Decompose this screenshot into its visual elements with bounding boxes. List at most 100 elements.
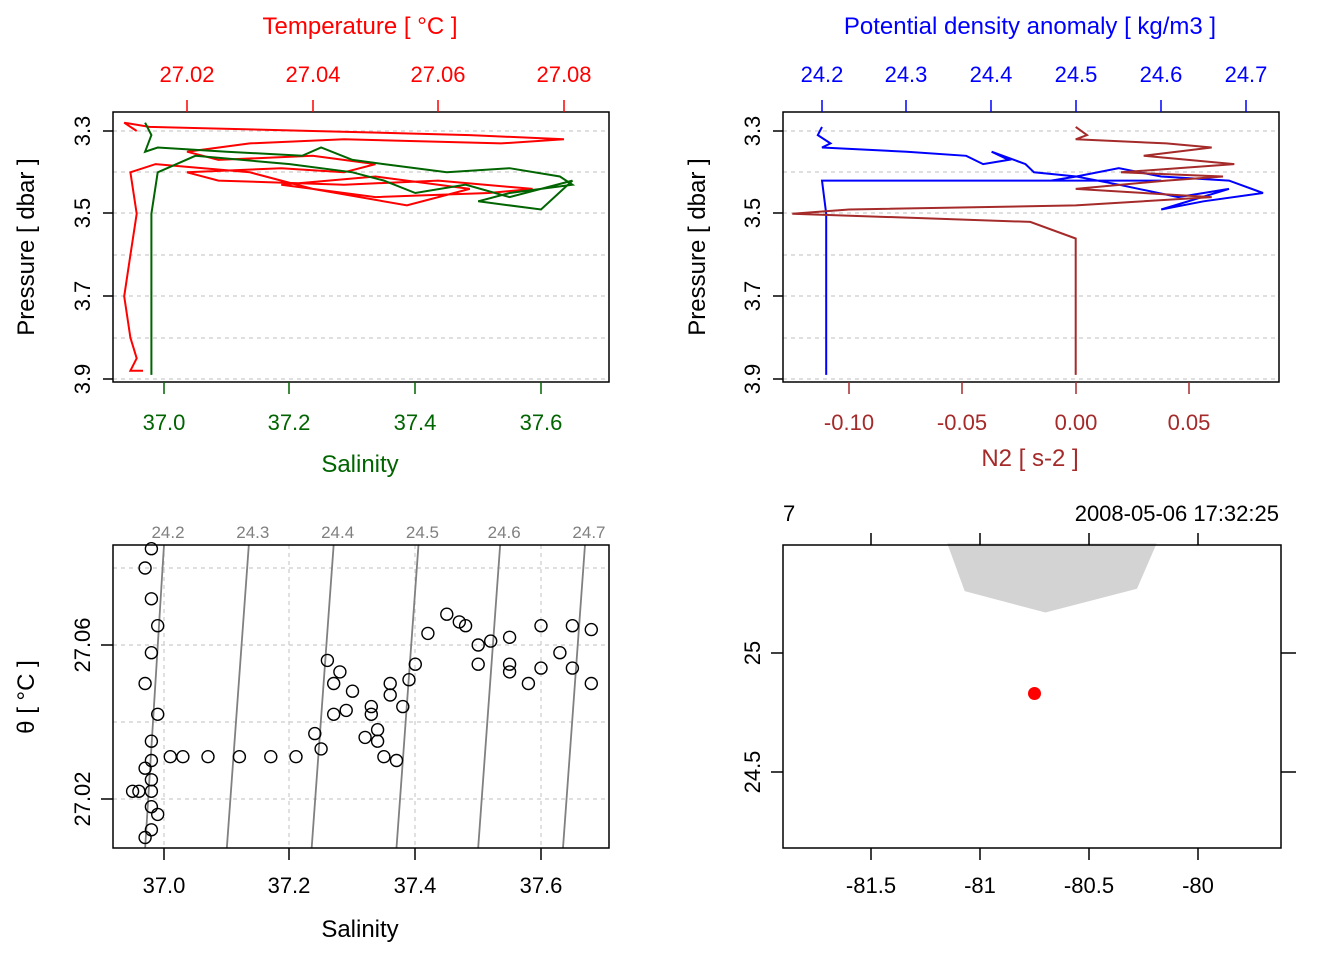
ts-point: [339, 703, 353, 718]
p2-ylabel: Pressure [ dbar ]: [684, 158, 711, 335]
ts-point: [377, 750, 391, 764]
ts-point: [150, 619, 165, 633]
p2-density-label: Potential density anomaly [ kg/m3 ]: [844, 13, 1216, 40]
ts-point: [370, 734, 385, 748]
panel-density-n2-profile: 3.3 3.5 3.7 3.9 Pressure [ dbar ] 24.2 2…: [684, 13, 1280, 472]
p2-dtick-24.5: 24.5: [1055, 62, 1098, 87]
ts-point: [314, 742, 328, 756]
ts-point: [383, 676, 397, 691]
ts-point: [320, 653, 335, 668]
p4-station-number: 7: [783, 501, 795, 526]
p3-xtick-37.0: 37.0: [143, 873, 186, 898]
density-line: [816, 126, 1264, 375]
isopycnal-label: 24.6: [488, 523, 521, 542]
p4-xtick--80: -80: [1182, 873, 1214, 898]
p4-ytick-25: 25: [740, 641, 765, 665]
ts-point: [584, 676, 598, 691]
p2-grid: [783, 130, 1279, 380]
p3-xtick-37.6: 37.6: [520, 873, 563, 898]
ts-point: [364, 707, 378, 721]
ts-point: [534, 619, 548, 633]
p2-ytick-3.5: 3.5: [740, 198, 765, 229]
ts-point: [201, 750, 215, 764]
ts-point: [440, 607, 454, 621]
station-marker: [1028, 687, 1041, 700]
p2-dtick-24.2: 24.2: [801, 62, 844, 87]
n2-line: [792, 126, 1235, 375]
p3-y-axis: 27.06 27.02 θ [ °C ]: [13, 617, 113, 827]
p2-dtick-24.4: 24.4: [970, 62, 1013, 87]
p1-temperature-axis: 27.02 27.04 27.06 27.08 Temperature [ °C…: [159, 13, 592, 112]
p3-x-axis: 37.0 37.2 37.4 37.6 Salinity: [143, 848, 563, 943]
p3-ytick-27.02: 27.02: [70, 771, 95, 826]
ts-point: [144, 753, 159, 768]
p1-stick-37.6: 37.6: [520, 410, 563, 435]
ts-point: [138, 830, 152, 845]
p4-x-axis: -81.5 -81 -80.5 -80: [846, 533, 1214, 898]
p1-pressure-axis: [103, 130, 113, 380]
p1-ytick-3.7: 3.7: [70, 281, 95, 312]
ts-point: [502, 665, 517, 679]
isopycnal-line: [144, 544, 165, 849]
ts-point: [150, 807, 165, 822]
ts-point: [333, 665, 347, 679]
ts-point: [144, 823, 159, 837]
ts-point: [144, 592, 159, 606]
ts-point: [534, 661, 548, 675]
ts-point: [289, 750, 303, 764]
ts-point: [452, 615, 466, 629]
isopycnal-label: 24.2: [151, 523, 184, 542]
ts-point: [584, 622, 598, 637]
p2-n2-axis: -0.10 -0.05 0.00 0.05 N2 [ s-2 ]: [824, 382, 1210, 472]
p1-temperature-label: Temperature [ °C ]: [263, 13, 458, 40]
p2-dtick-24.3: 24.3: [885, 62, 928, 87]
p3-xtick-37.4: 37.4: [394, 873, 437, 898]
isopycnal-line: [225, 544, 250, 849]
ts-point: [125, 784, 140, 798]
ts-point: [308, 726, 322, 741]
ts-point: [163, 750, 178, 764]
ts-point: [553, 646, 567, 660]
ts-point: [144, 784, 159, 798]
ts-point: [138, 676, 152, 691]
p4-xtick--80.5: -80.5: [1064, 873, 1114, 898]
ts-point: [565, 619, 580, 633]
isopycnal-line: [395, 544, 420, 849]
ts-point: [484, 634, 498, 648]
p4-xtick--81.5: -81.5: [846, 873, 896, 898]
ts-point: [132, 784, 146, 798]
coastline-land: [947, 543, 1157, 613]
p2-pressure-axis: [773, 130, 783, 380]
p1-stick-37.4: 37.4: [394, 410, 437, 435]
p1-ttick-27.06: 27.06: [410, 62, 465, 87]
isopycnal-line: [562, 544, 586, 849]
p2-ntick-0.05: 0.05: [1168, 410, 1211, 435]
p4-y-axis: 25 24.5: [740, 641, 1296, 793]
ts-point: [327, 676, 341, 691]
ts-point: [364, 699, 378, 714]
isopycnal-label: 24.4: [321, 523, 354, 542]
isopycnal-line: [310, 544, 335, 849]
ts-point: [521, 676, 536, 691]
ts-point: [144, 542, 159, 556]
p1-ytick-3.9: 3.9: [70, 364, 95, 395]
isopycnal-line: [477, 544, 502, 849]
ts-point: [144, 734, 159, 748]
p2-ytick-3.3: 3.3: [740, 116, 765, 147]
ts-point: [232, 750, 247, 764]
ts-point: [358, 730, 372, 745]
p1-stick-37.2: 37.2: [268, 410, 311, 435]
salinity-line: [143, 122, 576, 375]
p2-ytick-3.7: 3.7: [740, 281, 765, 312]
p2-n2-label: N2 [ s-2 ]: [981, 445, 1078, 472]
ts-point: [138, 561, 152, 575]
ts-point: [264, 750, 278, 764]
p3-isopycnals: 24.2 24.3 24.4 24.5 24.6 24.7: [144, 523, 606, 849]
ts-point: [402, 673, 416, 687]
isopycnal-label: 24.5: [406, 523, 439, 542]
p4-frame: [782, 544, 1282, 849]
p2-density-axis: 24.2 24.3 24.4 24.5 24.6 24.7 Potential …: [801, 13, 1267, 112]
ts-point: [383, 688, 397, 702]
p3-scatter-points: [125, 542, 598, 845]
ts-point: [471, 638, 485, 652]
